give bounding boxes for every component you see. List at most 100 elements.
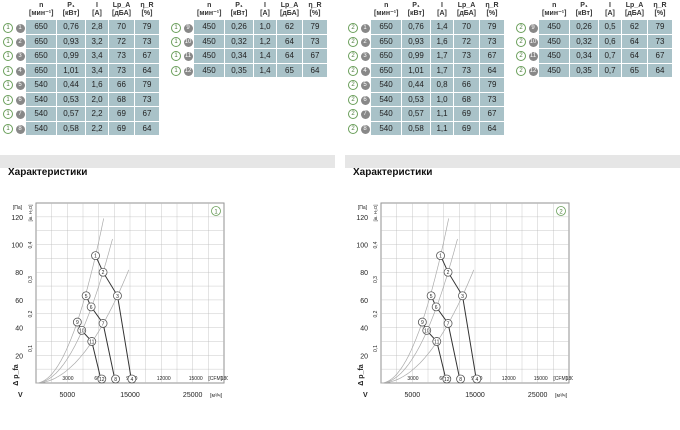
x-axis-symbol: V <box>18 392 23 399</box>
operating-point-label: 2 <box>102 270 105 276</box>
section-divider <box>0 155 335 168</box>
cell-n: 450 <box>539 63 570 78</box>
table-row: 1 8 540 0,58 2,2 69 64 <box>2 121 160 136</box>
operating-point-marker: 5 <box>81 291 91 301</box>
cell-lp: 64 <box>621 34 648 49</box>
operating-point-label: 7 <box>102 321 105 327</box>
panel-number-badge: 1 <box>171 36 181 47</box>
table-row: 1 11 450 0,34 1,4 64 67 <box>170 48 328 64</box>
svg-text:1: 1 <box>214 210 218 216</box>
characteristics-chart: 20 40 60 80 100 120 [Па] 0,1 0,2 0,3 0,4 [in. H₂O] Δ… <box>356 202 580 399</box>
operating-point-label: 8 <box>459 377 462 383</box>
table-row: 1 9 450 0,26 1,0 62 79 <box>170 20 328 35</box>
fan-curve-540 <box>430 295 462 384</box>
cell-p: 0,34 <box>224 48 254 64</box>
table-header-row: n [мин⁻¹] P₁ [кВт] I [A] Lp_A [дБА] η_R [%] <box>515 2 673 20</box>
x-tick-label-m3h: 15000 <box>465 392 485 399</box>
header-lp: Lp_A [дБА] <box>622 2 648 20</box>
operating-point-marker: 8 <box>111 374 120 384</box>
table-row: 2 2 650 0,93 1,6 72 73 <box>347 34 505 49</box>
header-eta-unit: [%] <box>486 10 498 17</box>
cell-eta: 79 <box>134 77 160 93</box>
section-divider <box>345 155 680 168</box>
system-curve <box>36 269 130 384</box>
system-curve <box>381 269 475 384</box>
cell-i: 1,6 <box>85 77 109 93</box>
header-eta-symbol: η_R <box>485 2 499 9</box>
cell-i: 2,0 <box>85 92 109 107</box>
system-curve <box>36 238 113 384</box>
operating-point-label: 6 <box>90 305 93 311</box>
operating-point-badge: 3 <box>360 52 370 62</box>
cell-lp: 70 <box>108 20 135 35</box>
header-lp-symbol: Lp_A <box>457 2 476 9</box>
cell-eta: 64 <box>134 121 160 136</box>
cell-n: 540 <box>371 106 402 122</box>
header-p: P₁ [кВт] <box>225 2 254 20</box>
operating-point-label: 10 <box>79 328 85 334</box>
table-header-row: n [мин⁻¹] P₁ [кВт] I [A] Lp_A [дБА] η_R [%] <box>347 2 505 20</box>
cell-p: 0,58 <box>401 121 431 136</box>
panel-number-badge: 2 <box>348 65 358 76</box>
y-unit-pa: [Па] <box>13 205 23 211</box>
operating-point-label: 3 <box>461 294 464 300</box>
cell-i: 0,5 <box>598 20 622 35</box>
operating-point-badge: 1 <box>15 23 25 33</box>
y-tick-label-pa: 20 <box>15 353 23 360</box>
cell-p: 0,93 <box>401 34 431 49</box>
cell-n: 650 <box>26 63 57 78</box>
operating-point-marker: 6 <box>86 302 96 312</box>
header-eta: η_R [%] <box>135 2 160 20</box>
cell-eta: 73 <box>647 34 673 49</box>
cell-p: 0,99 <box>401 48 431 64</box>
cell-lp: 62 <box>276 20 303 35</box>
operating-point-marker: 7 <box>443 319 453 328</box>
y-tick-label-inwg: 0,1 <box>28 345 34 352</box>
panel-number-badge: 2 <box>516 22 526 33</box>
table-row: 2 8 540 0,58 1,1 69 64 <box>347 121 505 136</box>
y-unit-inwg: [in. H₂O] <box>373 204 378 221</box>
header-i: I [A] <box>599 2 622 20</box>
table-row: 1 10 450 0,32 1,2 64 73 <box>170 34 328 49</box>
fan-curve-650 <box>440 255 478 384</box>
cell-eta: 73 <box>134 34 160 49</box>
y-tick-label-pa: 80 <box>360 270 368 277</box>
cell-i: 1,1 <box>430 106 454 122</box>
cell-p: 0,53 <box>56 92 86 107</box>
header-i: I [A] <box>86 2 109 20</box>
cell-eta: 64 <box>479 63 505 78</box>
cell-i: 3,2 <box>85 34 109 49</box>
cell-n: 650 <box>26 34 57 49</box>
operating-point-badge: 6 <box>15 95 25 105</box>
characteristics-title: Характеристики <box>353 167 433 178</box>
cell-n: 540 <box>26 106 57 122</box>
spec-table-right: n [мин⁻¹] P₁ [кВт] I [A] Lp_A [дБА] η_R [%] 2 9 450 0… <box>515 2 673 78</box>
cell-i: 0,8 <box>430 77 454 93</box>
header-n-symbol: n <box>207 2 212 9</box>
y-tick-label-pa: 40 <box>360 326 368 333</box>
header-p-unit: [кВт] <box>407 10 425 17</box>
operating-point-marker: 7 <box>98 319 108 328</box>
header-i-symbol: I <box>264 2 266 9</box>
cell-lp: 73 <box>108 48 135 64</box>
cell-p: 0,32 <box>224 34 254 49</box>
operating-point-badge: 1 <box>360 23 370 33</box>
chart-container: 20 40 60 80 100 120 [Па] 0,1 0,2 0,3 0,4 [in. H₂O] Δ… <box>8 195 235 420</box>
x-tick-label-cfm: 3000 <box>407 376 418 382</box>
header-lp-unit: [дБА] <box>457 10 476 17</box>
x-tick-label-cfm: 12000 <box>502 376 516 382</box>
y-unit-inwg: [in. H₂O] <box>28 204 33 221</box>
y-tick-label-inwg: 0,3 <box>28 276 34 283</box>
y-unit-pa: [Па] <box>358 205 368 211</box>
operating-point-label: 7 <box>447 321 450 327</box>
cell-lp: 73 <box>108 63 135 78</box>
cell-lp: 66 <box>453 77 480 93</box>
x-tick-label-cfm: 15000 <box>534 376 548 382</box>
cell-i: 2,2 <box>85 121 109 136</box>
cell-n: 650 <box>371 34 402 49</box>
cell-i: 1,4 <box>253 63 277 78</box>
chart-panel-marker: 2 <box>556 206 566 216</box>
panel-number-badge: 1 <box>3 65 13 76</box>
header-lp-symbol: Lp_A <box>280 2 299 9</box>
cell-p: 0,57 <box>401 106 431 122</box>
